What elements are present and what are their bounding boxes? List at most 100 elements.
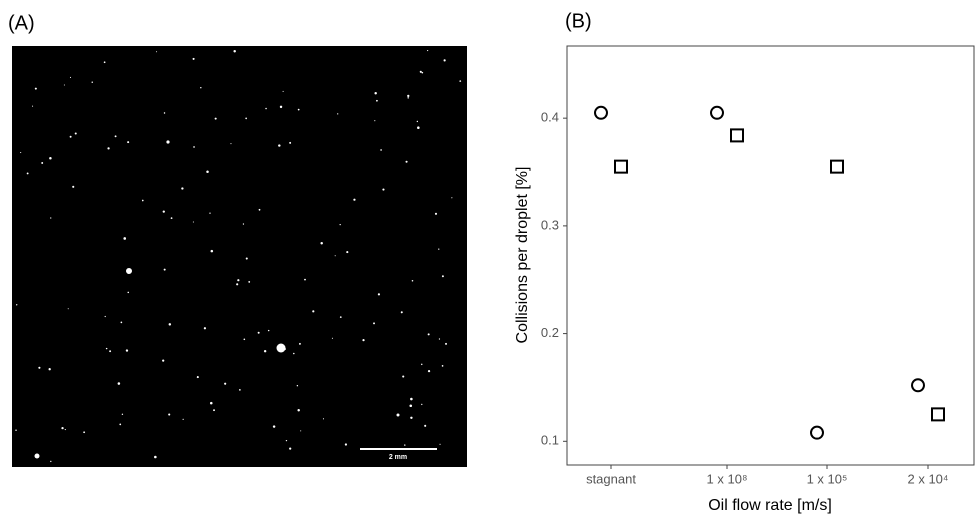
speck — [239, 389, 241, 391]
circle-point — [810, 425, 824, 440]
speck — [170, 217, 173, 219]
speck — [278, 144, 281, 147]
speck — [299, 342, 301, 345]
speck — [300, 430, 302, 432]
particle — [276, 343, 286, 353]
speck — [410, 416, 413, 420]
speck — [248, 281, 251, 283]
speck — [434, 212, 438, 215]
speck — [404, 444, 406, 446]
speck — [267, 329, 270, 332]
speck — [405, 160, 408, 163]
speck — [74, 132, 77, 135]
speck — [337, 113, 339, 115]
speck — [427, 333, 430, 336]
x-tick-label: 2 x 10⁴ — [908, 471, 949, 486]
speck — [459, 80, 462, 82]
speck — [421, 363, 423, 366]
speck — [125, 349, 129, 352]
speck — [243, 338, 246, 341]
speck — [331, 337, 333, 339]
speck — [296, 385, 299, 387]
speck — [380, 149, 382, 151]
speck — [31, 105, 34, 107]
x-axis-title: Oil flow rate [m/s] — [708, 497, 832, 514]
speck — [109, 350, 112, 353]
speck — [289, 141, 292, 144]
speck — [445, 342, 448, 345]
speck — [441, 365, 444, 367]
speck — [407, 97, 409, 99]
speck — [49, 156, 52, 160]
speck — [297, 108, 300, 111]
speck — [20, 151, 22, 154]
speck — [162, 210, 165, 213]
speck — [196, 376, 199, 379]
speck — [127, 291, 130, 294]
speck — [206, 170, 209, 174]
speck — [233, 49, 236, 53]
speck — [119, 423, 122, 426]
speck — [182, 418, 184, 420]
panel-label: (B) — [565, 10, 592, 32]
speck — [230, 143, 232, 145]
speck — [104, 315, 106, 318]
speck — [123, 237, 127, 240]
speck — [346, 251, 349, 254]
speck — [289, 447, 292, 450]
speck — [50, 460, 52, 463]
speck — [353, 198, 356, 201]
square-point — [614, 159, 628, 174]
speck — [236, 283, 239, 286]
speck — [443, 59, 446, 62]
speck — [214, 117, 217, 120]
speck — [304, 278, 306, 281]
speck — [322, 418, 325, 420]
speck — [242, 223, 245, 225]
speck — [279, 105, 283, 109]
y-tick-label: 0.1 — [541, 433, 559, 448]
x-tick-label: stagnant — [586, 471, 636, 486]
y-tick-label: 0.3 — [541, 217, 559, 232]
speck — [417, 126, 420, 129]
speck — [154, 455, 157, 459]
y-tick-label: 0.2 — [541, 325, 559, 340]
particle — [126, 268, 132, 274]
speck — [192, 221, 194, 223]
speck — [72, 185, 75, 188]
speck — [162, 359, 165, 362]
speck — [245, 257, 248, 260]
circle-point — [911, 378, 925, 393]
speck — [263, 349, 267, 353]
speck — [419, 70, 422, 73]
speck — [67, 308, 69, 310]
particle — [396, 413, 400, 417]
speck — [441, 275, 444, 278]
speck — [344, 443, 348, 446]
speck — [120, 321, 123, 324]
speck — [427, 49, 429, 52]
speck — [210, 249, 214, 253]
speck — [141, 199, 144, 202]
speck — [69, 135, 72, 138]
speck — [282, 90, 284, 92]
speck — [203, 327, 207, 330]
micrograph-background — [12, 46, 467, 467]
speck — [373, 322, 375, 325]
speck — [64, 428, 66, 431]
speck — [258, 208, 261, 211]
speck — [427, 369, 431, 373]
square-point — [830, 159, 844, 174]
particle — [166, 140, 170, 144]
speck — [374, 91, 377, 95]
speck — [409, 404, 413, 408]
speck — [339, 316, 342, 318]
speck — [127, 141, 130, 144]
speck — [15, 429, 17, 432]
speck — [163, 268, 166, 271]
speck — [421, 71, 424, 74]
speck — [63, 84, 65, 86]
speck — [114, 135, 117, 138]
plot-frame — [566, 45, 975, 466]
